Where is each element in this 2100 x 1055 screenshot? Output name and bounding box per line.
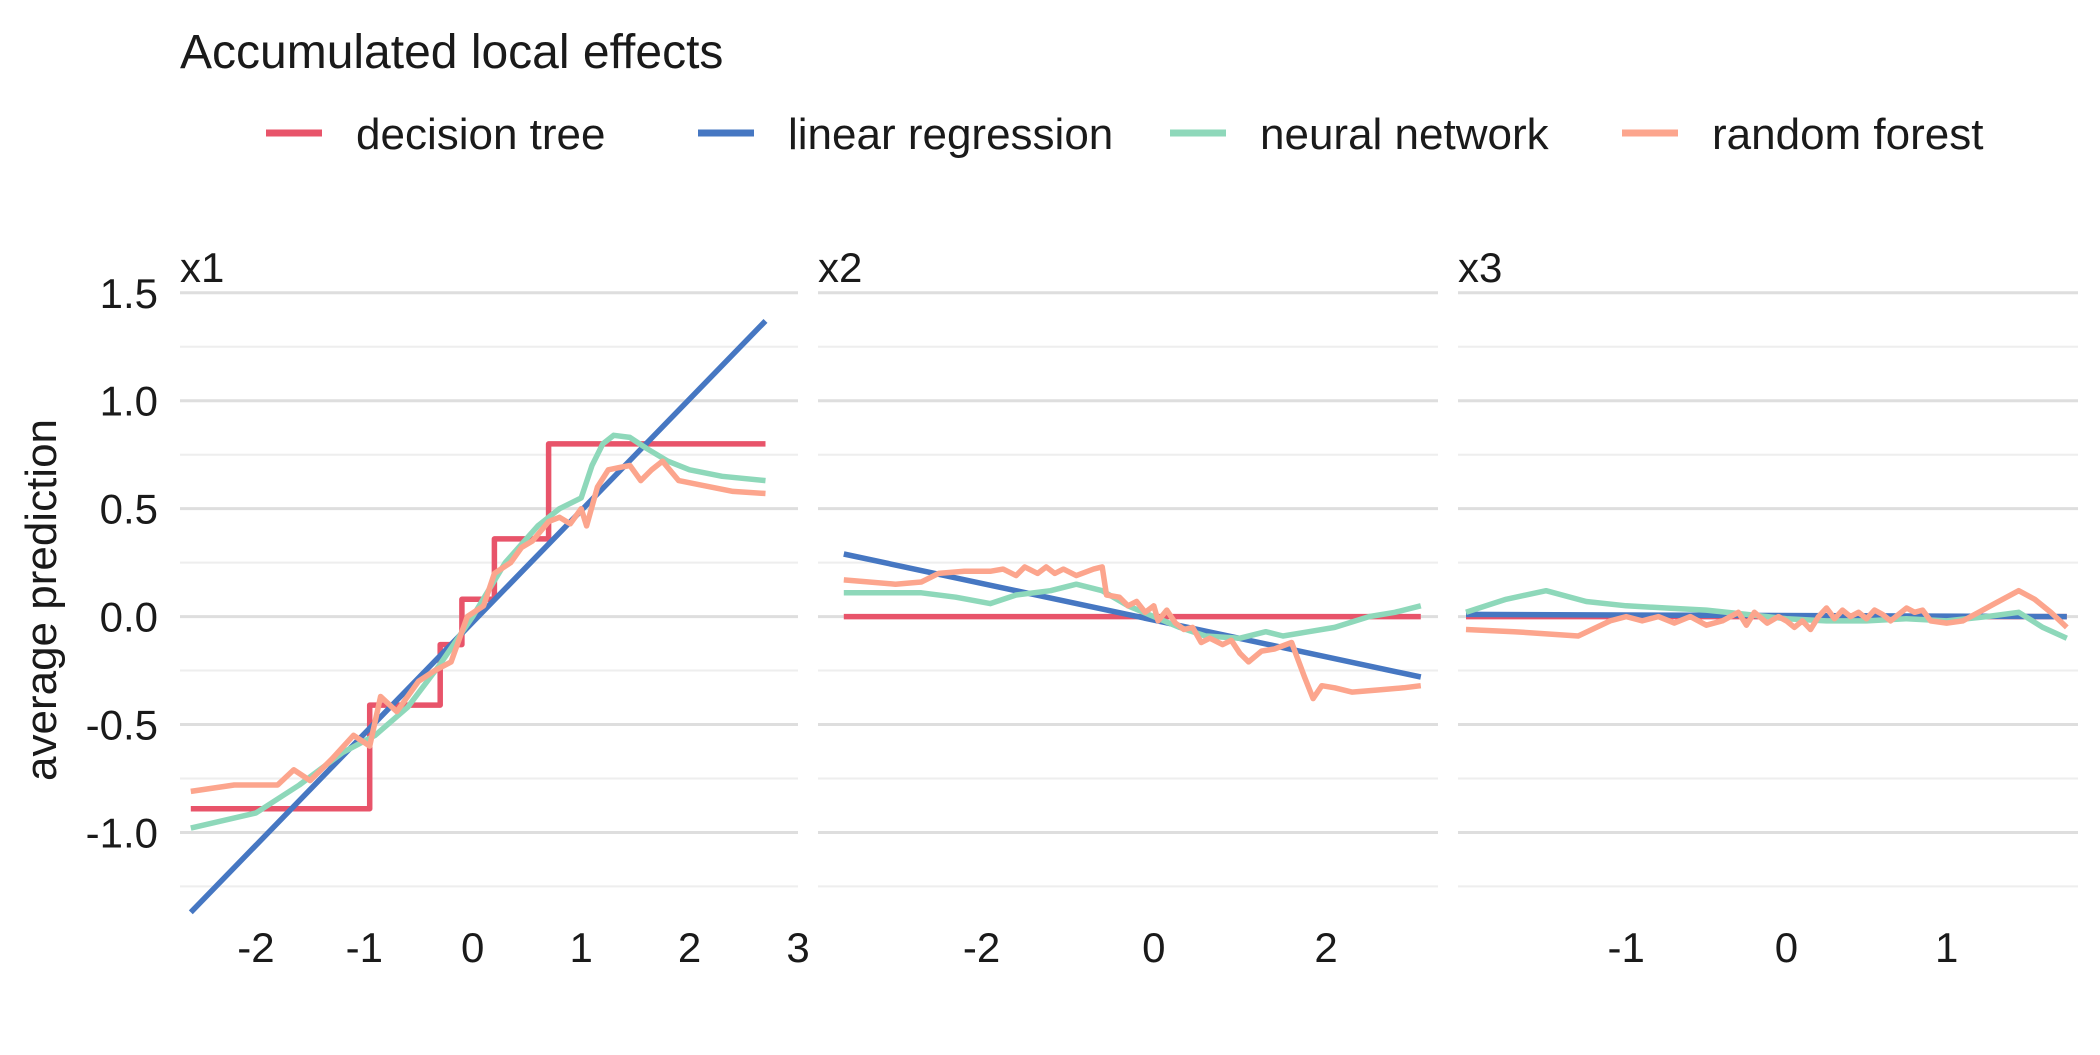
y-tick-label: -0.5	[86, 702, 158, 749]
panel-x3: x3 -1 0 1	[1458, 244, 2078, 971]
legend-item-random-forest: random forest	[1622, 110, 1983, 159]
panel-label-x2: x2	[818, 244, 862, 291]
legend-label-decision-tree: decision tree	[356, 110, 605, 159]
series-line-random-forest	[1465, 587, 2069, 639]
panel-label-x1: x1	[180, 244, 224, 291]
legend-item-linear-regression: linear regression	[698, 110, 1113, 159]
x-tick-label: 2	[678, 924, 701, 971]
legend-label-random-forest: random forest	[1712, 110, 1983, 159]
y-tick-label: -1.0	[86, 809, 158, 856]
x-tick-label: 1	[1935, 924, 1958, 971]
legend-label-neural-network: neural network	[1260, 110, 1550, 159]
series-group	[1465, 587, 2069, 641]
legend-item-neural-network: neural network	[1170, 110, 1550, 159]
series-line-neural-network	[190, 432, 766, 831]
x-tick-label: -2	[237, 924, 274, 971]
gridlines	[818, 291, 1438, 888]
x-tick-label: -1	[346, 924, 383, 971]
x-tick-label: 0	[1775, 924, 1798, 971]
series-line-random-forest	[843, 564, 1422, 702]
x-tick-label: -2	[963, 924, 1000, 971]
legend: decision tree linear regression neural net…	[266, 110, 1983, 159]
y-tick-label: 1.5	[100, 270, 158, 317]
panel-x1: x1 -2 -1 0 1 2 3	[180, 244, 810, 971]
y-axis-label: average prediction	[17, 419, 66, 781]
y-axis-ticks: -1.0 -0.5 0.0 0.5 1.0 1.5	[86, 270, 158, 857]
series-group	[843, 551, 1422, 702]
legend-label-linear-regression: linear regression	[788, 110, 1113, 159]
x-tick-label: 2	[1314, 924, 1337, 971]
facet-panels: x1 -2 -1 0 1 2 3 x2 -2 0 2 x3 -1 0 1	[180, 244, 2078, 971]
x-tick-label: 3	[786, 924, 809, 971]
chart-title: Accumulated local effects	[180, 26, 723, 79]
series-line-neural-network	[843, 581, 1422, 641]
series-line-random-forest	[190, 458, 766, 795]
series-group	[188, 318, 768, 915]
series-line-decision-tree	[190, 441, 766, 812]
y-tick-label: 0.5	[100, 486, 158, 533]
gridlines	[180, 291, 798, 888]
x-tick-label: -1	[1608, 924, 1645, 971]
y-tick-label: 1.0	[100, 378, 158, 425]
series-line-linear-regression	[188, 318, 768, 915]
x-tick-label: 0	[461, 924, 484, 971]
x-tick-label: 1	[569, 924, 592, 971]
panel-label-x3: x3	[1458, 244, 1502, 291]
y-tick-label: 0.0	[100, 594, 158, 641]
legend-item-decision-tree: decision tree	[266, 110, 605, 159]
panel-x2: x2 -2 0 2	[818, 244, 1438, 971]
x-tick-label: 0	[1142, 924, 1165, 971]
